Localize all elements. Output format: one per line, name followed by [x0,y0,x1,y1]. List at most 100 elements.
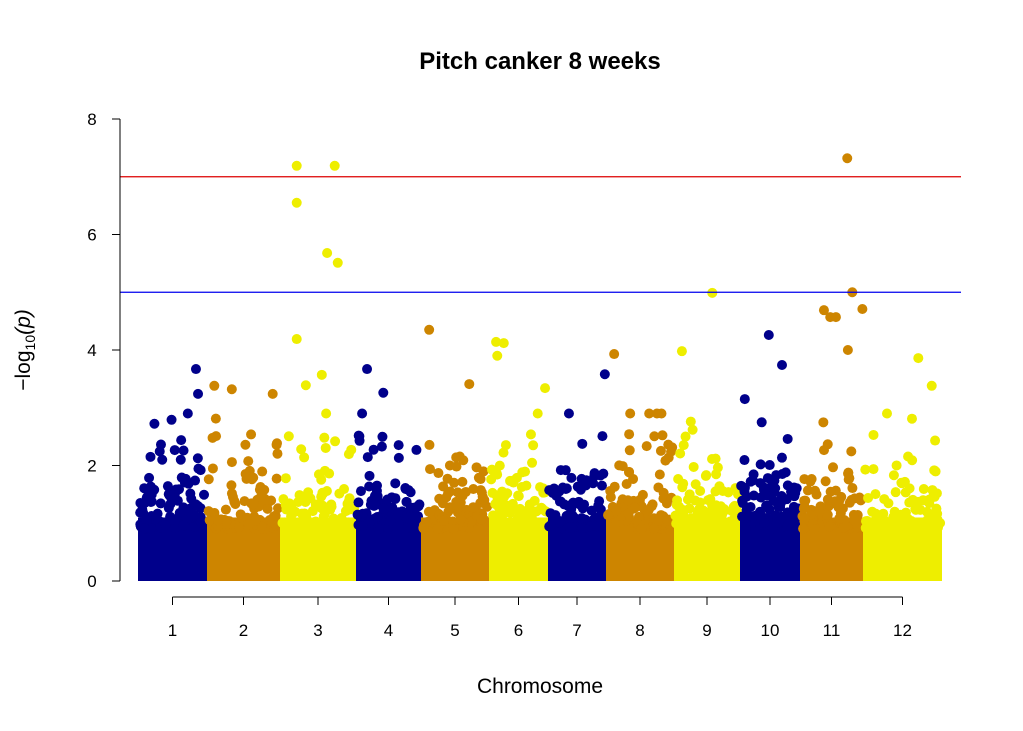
snp-point [494,460,505,471]
x-tick-label: 3 [313,621,322,640]
y-axis: 0 2 4 6 8 [87,110,121,591]
snp-point [377,431,388,442]
snp-point [345,519,356,530]
snp-point [820,476,831,487]
snp-point [271,439,282,450]
snp-point [535,482,546,493]
snp-point [357,520,368,531]
y-tick-label: 8 [87,110,96,129]
snp-point [246,429,257,440]
top-snp-point [378,387,389,398]
snp-point [809,523,820,534]
snp-point [233,522,244,533]
snp-point [581,475,592,486]
snp-point [824,521,835,532]
snp-point [513,491,524,502]
snp-point [822,494,833,505]
snp-point [343,449,354,460]
snp-point [624,445,635,456]
snp-point [835,508,846,519]
top-snp-point [830,312,841,323]
snp-point [887,514,898,525]
snp-point [240,468,251,479]
snp-point [455,514,466,525]
snp-point [881,408,892,419]
snp-point [742,510,753,521]
top-snp-point [763,329,774,340]
snp-point [390,478,401,489]
snp-point [717,486,728,497]
snp-point [930,466,941,477]
snp-point [567,522,578,533]
snp-point [711,469,722,480]
top-snp-point [842,153,853,164]
snp-point [262,503,273,514]
snp-point [925,522,936,533]
top-snp-point [332,257,343,268]
snp-point [630,502,641,513]
snp-point [756,417,767,428]
snp-point [413,501,424,512]
snp-point [844,473,855,484]
snp-point [636,523,647,534]
snp-point [654,469,665,480]
snp-point [671,518,682,529]
snp-point [528,440,539,451]
snp-point [176,435,187,446]
snp-point [207,463,218,474]
snp-point [526,506,537,517]
top-snp-point [362,364,373,375]
snp-point [372,491,383,502]
x-tick-label: 5 [450,621,459,640]
snp-point [641,441,652,452]
top-snp-point [226,384,237,395]
snp-point [833,500,844,511]
snp-point [447,516,458,527]
snp-point [401,496,412,507]
snp-point [900,487,911,498]
snp-point [747,475,758,486]
snp-point [889,506,900,517]
snp-point [157,454,168,465]
snp-point [890,487,901,498]
top-snp-point [498,338,509,349]
snp-point [653,482,664,493]
snp-point [144,472,155,483]
top-snp-point [676,346,687,357]
snp-point [520,466,531,477]
snp-point [286,511,297,522]
snp-point [785,516,796,527]
snp-point [393,518,404,529]
snp-point [870,514,881,525]
snp-point [256,521,267,532]
x-tick-label: 9 [702,621,711,640]
snp-point [248,498,259,509]
snp-point [702,518,713,529]
snp-point [424,439,435,450]
snp-point [891,460,902,471]
snp-point [610,505,621,516]
snp-point [500,440,511,451]
snp-point [210,413,221,424]
snp-point [684,489,695,500]
snp-point [928,487,939,498]
snp-point [878,508,889,519]
snp-point [644,408,655,419]
snp-point [378,503,389,514]
snp-point [259,484,270,495]
x-tick-label: 11 [823,621,841,640]
snp-point [240,439,251,450]
snp-point [169,445,180,456]
snp-point [357,408,368,419]
snp-point [393,507,404,518]
snp-point [145,451,156,462]
snp-point [449,477,460,488]
snp-point [678,440,689,451]
top-snp-point [739,394,750,405]
snp-point [767,523,778,534]
snp-point [182,408,193,419]
y-axis-label: −log10(p) [12,309,38,391]
snp-point [317,500,328,511]
snp-point [819,445,830,456]
